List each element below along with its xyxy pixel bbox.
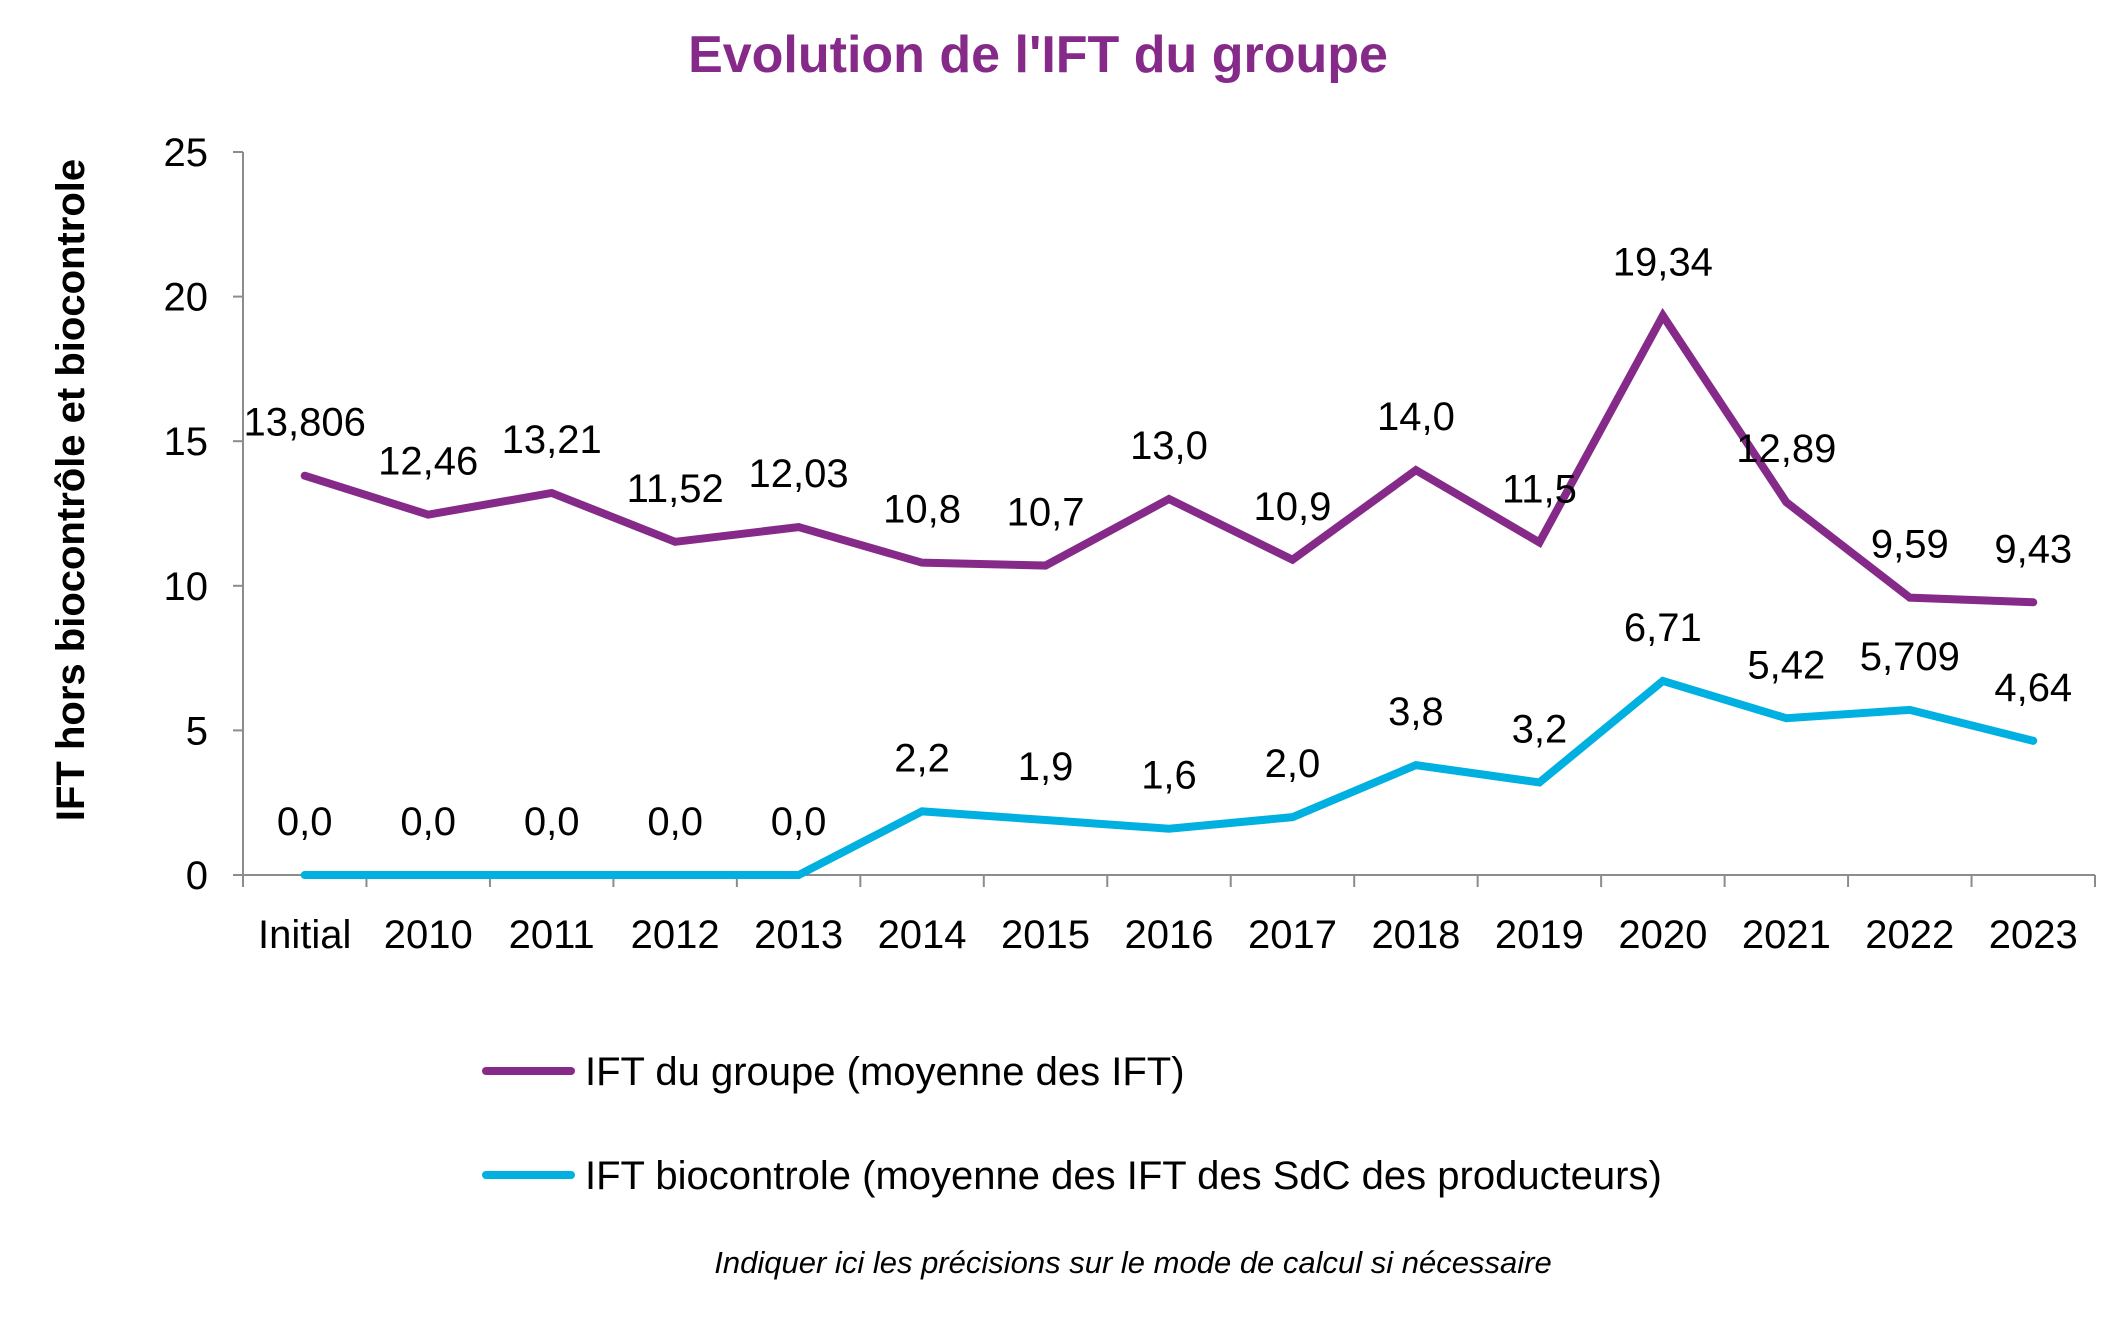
- data-label: 5,709: [1860, 635, 1960, 679]
- data-label: 6,71: [1624, 606, 1702, 650]
- data-label: 4,64: [1994, 666, 2072, 710]
- data-label: 0,0: [277, 800, 333, 844]
- legend: IFT du groupe (moyenne des IFT) IFT bioco…: [482, 1050, 1662, 1198]
- x-tick-label: 2013: [754, 913, 843, 957]
- data-label: 12,03: [749, 452, 849, 496]
- data-label: 0,0: [647, 800, 703, 844]
- data-label: 3,2: [1512, 707, 1568, 751]
- data-label: 2,2: [894, 736, 950, 780]
- data-label: 1,6: [1141, 754, 1197, 798]
- x-tick-label: 2017: [1248, 913, 1337, 957]
- data-label: 0,0: [771, 800, 827, 844]
- x-tick-label: 2019: [1495, 913, 1584, 957]
- legend-label-2: IFT biocontrole (moyenne des IFT des SdC…: [585, 1154, 1662, 1198]
- x-tick-label: 2014: [878, 913, 967, 957]
- x-tick-label: 2011: [509, 913, 595, 957]
- x-tick-label: 2015: [1001, 913, 1090, 957]
- chart-title: Evolution de l'IFT du groupe: [688, 26, 1388, 84]
- data-label: 0,0: [400, 800, 456, 844]
- axes: 0 5 10 15 20 25 Initial 2010 2011 2012 2013 2014 201…: [164, 131, 2096, 957]
- x-tick-label: 2023: [1989, 913, 2078, 957]
- x-tick-label: 2010: [384, 913, 473, 957]
- x-tick-label: 2012: [631, 913, 720, 957]
- data-label: 0,0: [524, 800, 580, 844]
- data-label: 13,806: [244, 401, 366, 445]
- data-label: 12,46: [378, 440, 478, 484]
- x-tick-label: 2022: [1865, 913, 1954, 957]
- y-tick-label: 10: [164, 565, 209, 609]
- data-label: 9,43: [1994, 527, 2072, 571]
- x-tick-label: Initial: [258, 913, 351, 957]
- y-tick-label: 20: [164, 276, 209, 320]
- data-label: 1,9: [1018, 745, 1074, 789]
- data-label: 11,52: [627, 467, 724, 511]
- data-label: 13,21: [502, 418, 602, 462]
- data-label: 11,5: [1502, 467, 1577, 511]
- data-label: 13,0: [1130, 424, 1208, 468]
- y-tick-label: 25: [164, 131, 209, 175]
- data-label: 5,42: [1747, 643, 1825, 687]
- data-label: 9,59: [1871, 523, 1949, 567]
- legend-label-1: IFT du groupe (moyenne des IFT): [585, 1050, 1185, 1094]
- data-label: 19,34: [1613, 241, 1713, 285]
- y-tick-label: 5: [186, 709, 208, 753]
- data-label: 10,8: [883, 488, 961, 532]
- x-tick-label: 2018: [1371, 913, 1460, 957]
- x-tick-label: 2021: [1742, 913, 1831, 957]
- x-tick-label: 2020: [1618, 913, 1707, 957]
- data-label: 2,0: [1265, 742, 1321, 786]
- x-tick-label: 2016: [1125, 913, 1214, 957]
- data-label: 12,89: [1736, 427, 1836, 471]
- data-label: 10,9: [1254, 485, 1332, 529]
- y-tick-label: 0: [186, 854, 208, 898]
- data-label: 14,0: [1377, 395, 1455, 439]
- footnote: Indiquer ici les précisions sur le mode …: [714, 1245, 1551, 1280]
- series-group: 13,806 12,46 13,21 11,52 12,03 10,8 10,7 13,0 10…: [244, 241, 2072, 879]
- y-axis-title: IFT hors biocontrôle et biocontrole: [49, 159, 93, 821]
- data-label: 10,7: [1007, 491, 1085, 535]
- data-label: 3,8: [1388, 690, 1444, 734]
- y-tick-label: 15: [164, 420, 209, 464]
